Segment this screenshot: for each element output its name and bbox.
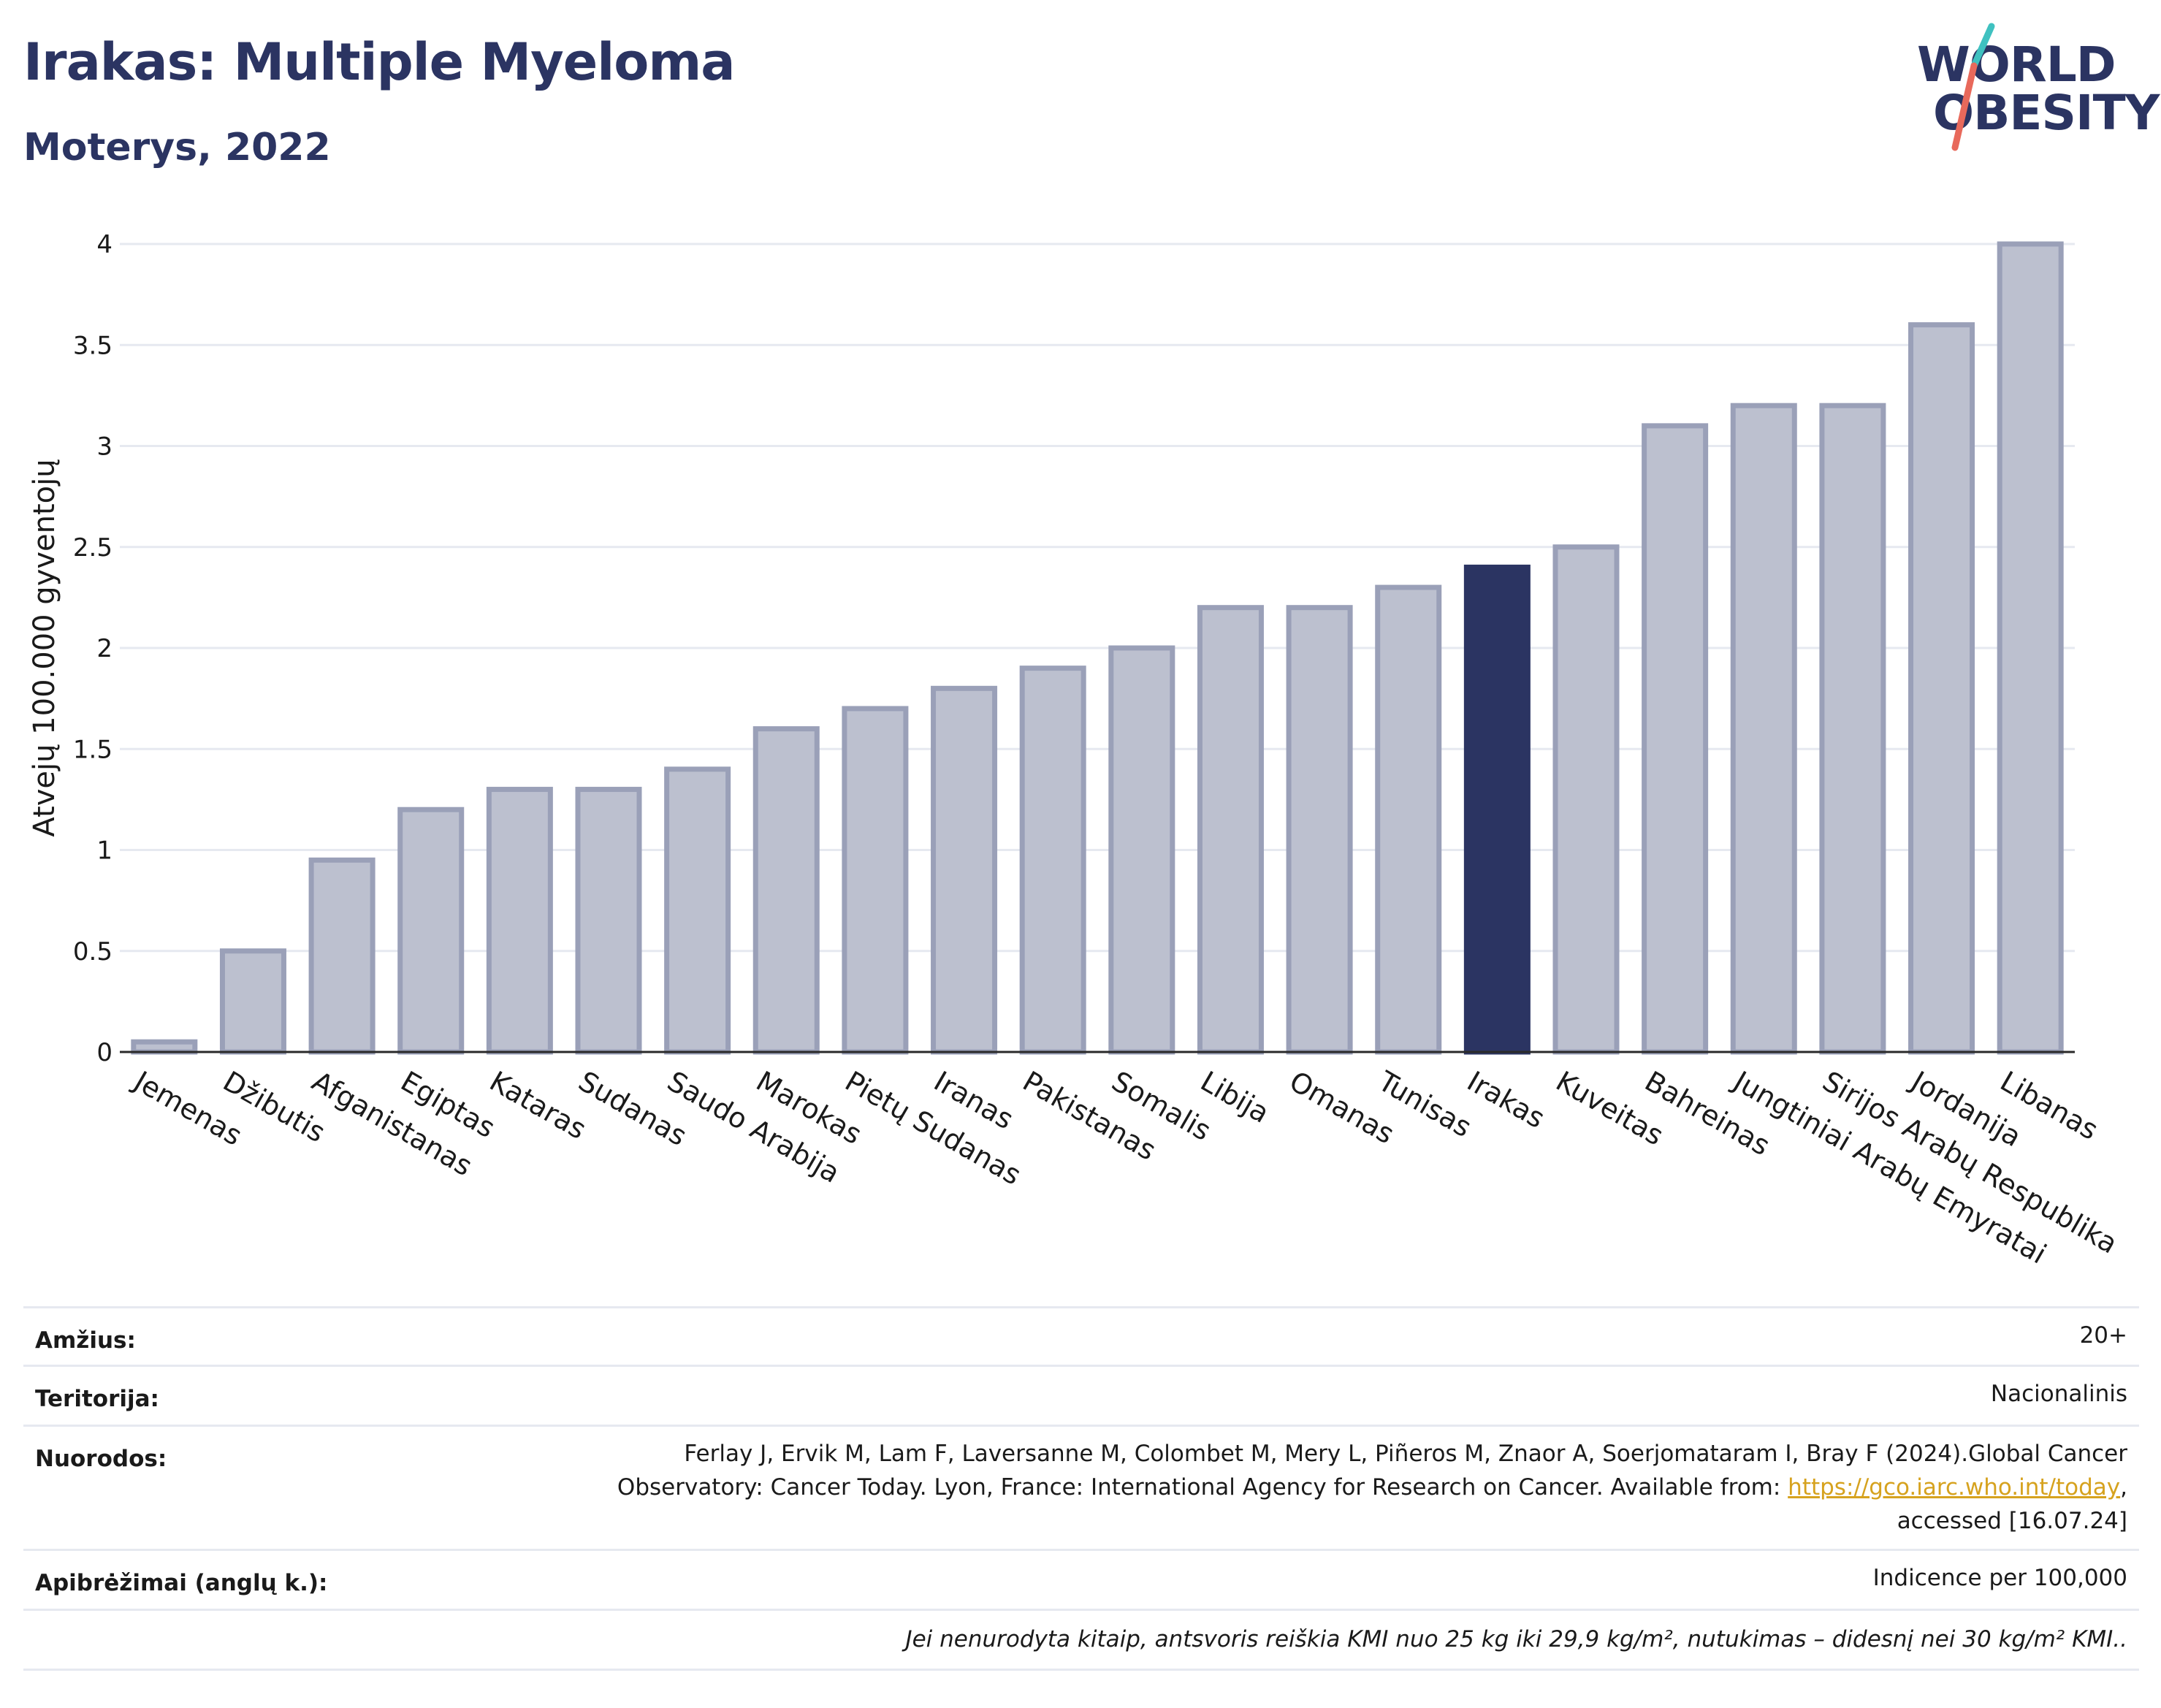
meta-age-value: 20+: [2079, 1322, 2127, 1349]
y-tick-label: 0.5: [73, 937, 113, 967]
bar-bahreinas: [1642, 423, 1709, 1055]
bar-jungtiniai-arabų-emyratai: [1730, 403, 1797, 1055]
world-obesity-logo: WORLD OBESITY: [1907, 22, 2160, 153]
logo-line-2: OBESITY: [1933, 85, 2160, 141]
y-tick-label: 4: [96, 230, 113, 259]
x-tick-label: Irakas: [1462, 1065, 1550, 1135]
y-axis-label: Atvejų 100.000 gyventojų: [28, 459, 61, 836]
bar-saudo-arabija: [664, 766, 731, 1055]
bar-tunisas: [1375, 584, 1442, 1055]
y-tick-label: 0: [96, 1038, 113, 1067]
refs-line-2-tail: ,: [2120, 1474, 2127, 1501]
x-tick-label: Kataras: [484, 1065, 592, 1145]
y-tick-label: 1: [96, 836, 113, 866]
bar-egiptas: [397, 807, 465, 1055]
y-tick-label: 3: [96, 432, 113, 462]
bar-džibutis: [219, 948, 286, 1055]
y-tick-label: 2.5: [73, 533, 113, 563]
bar-sudanas: [575, 787, 642, 1055]
refs-line-1: Ferlay J, Ervik M, Lam F, Laversanne M, …: [684, 1441, 2127, 1467]
bar-sirijos-arabų-respublika: [1819, 403, 1886, 1055]
page-title: Irakas: Multiple Myeloma: [23, 32, 736, 92]
meta-row-note: Jei nenurodyta kitaip, antsvoris reiškia…: [23, 1609, 2139, 1671]
meta-refs-value: Ferlay J, Ervik M, Lam F, Laversanne M, …: [447, 1437, 2127, 1538]
bar-libanas: [1997, 241, 2064, 1055]
bar-iranas: [931, 685, 998, 1055]
meta-row-age: Amžius: 20+: [23, 1306, 2139, 1367]
bar-marokas: [752, 726, 820, 1055]
meta-bottom-rule: [23, 1669, 2139, 1671]
bar-afganistanas: [308, 857, 376, 1055]
bar-jemenas: [131, 1039, 198, 1055]
bar-omanas: [1286, 605, 1353, 1055]
bar-jordanija: [1908, 322, 1975, 1055]
bar-pakistanas: [1019, 666, 1086, 1055]
y-tick-label: 3.5: [73, 331, 113, 360]
meta-row-definitions: Apibrėžimai (anglų k.): Indicence per 10…: [23, 1549, 2139, 1611]
meta-row-territory: Teritorija: Nacionalinis: [23, 1365, 2139, 1427]
refs-line-2-text: Observatory: Cancer Today. Lyon, France:…: [617, 1474, 1788, 1501]
y-tick-label: 2: [96, 634, 113, 663]
page-subtitle: Moterys, 2022: [23, 126, 331, 169]
x-axis-labels: JemenasDžibutisAfganistanasEgiptasKatara…: [128, 1064, 2123, 1270]
y-tick-label: 1.5: [73, 735, 113, 764]
meta-defs-value: Indicence per 100,000: [1872, 1565, 2127, 1591]
bar-somalis: [1108, 645, 1175, 1055]
refs-line-3: accessed [16.07.24]: [1897, 1508, 2127, 1534]
meta-row-references: Nuorodos: Ferlay J, Ervik M, Lam F, Lave…: [23, 1425, 2139, 1551]
y-axis-ticks: 0 0.5 1 1.5 2 2.5 3 3.5 4: [73, 230, 113, 1067]
meta-refs-label: Nuorodos:: [35, 1446, 167, 1472]
meta-age-label: Amžius:: [35, 1327, 136, 1354]
logo-slash-icon: [1951, 23, 1995, 151]
bar-libija: [1197, 605, 1264, 1055]
refs-link[interactable]: https://gco.iarc.who.int/today: [1788, 1474, 2121, 1501]
bar-chart: 0 0.5 1 1.5 2 2.5 3 3.5 4 JemenasDžibutisAfganis…: [28, 230, 2123, 1270]
refs-line-2: Observatory: Cancer Today. Lyon, France:…: [447, 1471, 2127, 1504]
bar-kataras: [486, 787, 553, 1055]
meta-territory-value: Nacionalinis: [1990, 1381, 2127, 1407]
logo-line-1: WORLD: [1917, 37, 2116, 93]
bar-pietų-sudanas: [842, 706, 909, 1055]
meta-territory-label: Teritorija:: [35, 1386, 159, 1412]
bar-irakas: [1463, 564, 1531, 1055]
bars: [131, 241, 2064, 1055]
meta-defs-label: Apibrėžimai (anglų k.):: [35, 1570, 328, 1596]
meta-note: Jei nenurodyta kitaip, antsvoris reiškia…: [905, 1626, 2127, 1652]
bar-kuveitas: [1552, 544, 1620, 1055]
